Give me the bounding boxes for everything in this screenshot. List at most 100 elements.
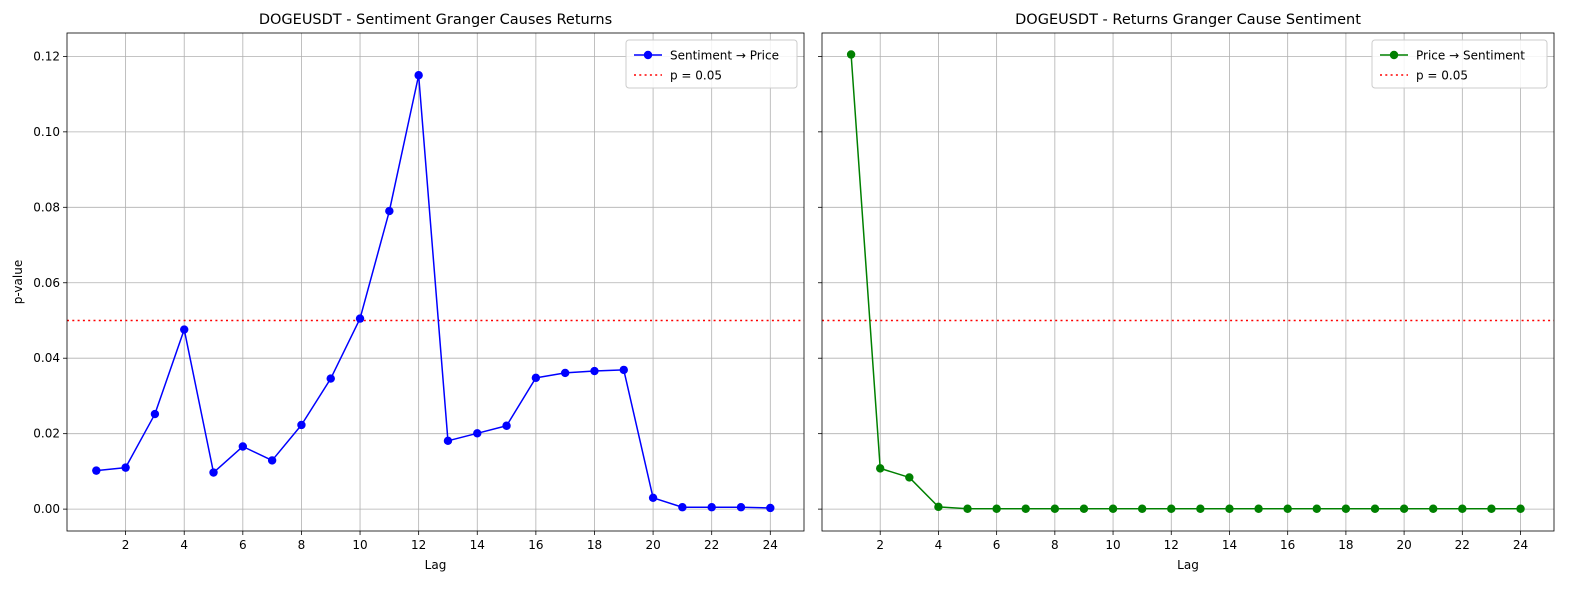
data-point (473, 429, 482, 438)
data-point (531, 373, 541, 383)
data-point (619, 365, 628, 375)
data-point (1137, 504, 1147, 513)
series-line (850, 54, 1521, 510)
legend-marker-swatch (1389, 50, 1399, 60)
data-point (678, 503, 687, 512)
x-tick-label: 6 (239, 538, 247, 552)
data-point (648, 493, 658, 502)
data-point (209, 468, 218, 477)
x-tick-label: 6 (993, 538, 1001, 552)
y-tick-label: 0.08 (33, 200, 60, 214)
x-tick-label: 10 (1105, 538, 1120, 552)
legend: Price → Sentiment p = 0.05 (1371, 39, 1548, 89)
data-point (443, 436, 453, 446)
data-point (180, 325, 189, 334)
legend-frame (625, 39, 798, 89)
chart-title: DOGEUSDT - Returns Granger Cause Sentime… (1015, 12, 1361, 28)
legend-frame (1371, 39, 1548, 89)
data-point (1225, 504, 1234, 513)
legend: Sentiment → Price p = 0.05 (625, 39, 798, 89)
data-point (92, 466, 101, 475)
data-point (1370, 504, 1380, 513)
data-point (992, 504, 1001, 513)
data-point (121, 463, 130, 472)
x-tick-label: 10 (352, 538, 367, 552)
chart-panel-1: 2 4 6 8 10 12 14 16 18 20 22 240.000.020.040.060.08… (11, 12, 805, 572)
x-tick-label: 14 (470, 538, 485, 552)
data-point (326, 374, 335, 383)
x-tick-label: 14 (1222, 538, 1237, 552)
y-tick-label: 0.10 (33, 125, 60, 139)
data-point (766, 503, 775, 513)
data-point (1108, 504, 1118, 513)
x-tick-label: 8 (1051, 538, 1059, 552)
x-tick-label: 20 (645, 538, 660, 552)
x-tick-label: 22 (704, 538, 719, 552)
data-point (1312, 504, 1321, 513)
data-point (876, 464, 885, 473)
data-point (297, 420, 306, 430)
x-tick-label: 24 (763, 538, 778, 552)
data-point (1429, 504, 1438, 513)
x-tick-label: 4 (935, 538, 943, 552)
data-point (1487, 504, 1496, 513)
data-point (905, 473, 914, 482)
data-point (1341, 504, 1351, 513)
data-point (1021, 504, 1030, 513)
legend-marker-swatch (643, 50, 653, 60)
x-tick-label: 12 (1164, 538, 1179, 552)
x-tick-label: 16 (1280, 538, 1295, 552)
data-point (267, 456, 277, 465)
x-tick-label: 18 (587, 538, 602, 552)
data-point (1196, 504, 1205, 513)
x-tick-label: 24 (1513, 538, 1528, 552)
x-axis-label: Lag (1177, 558, 1199, 572)
x-axis-label: Lag (425, 558, 447, 572)
data-point (1283, 504, 1292, 513)
x-tick-label: 2 (122, 538, 130, 552)
legend-label: p = 0.05 (670, 69, 722, 83)
y-tick-label: 0.06 (33, 276, 60, 290)
series-line (96, 74, 771, 509)
data-point (560, 368, 570, 378)
data-point (1458, 504, 1467, 513)
y-tick-label: 0.00 (33, 502, 60, 516)
data-point (963, 504, 972, 513)
data-point (1079, 504, 1089, 513)
data-point (1516, 504, 1525, 513)
chart-title: DOGEUSDT - Sentiment Granger Causes Retu… (259, 12, 612, 28)
x-tick-label: 20 (1396, 538, 1411, 552)
y-tick-label: 0.12 (33, 49, 60, 63)
x-tick-label: 12 (411, 538, 426, 552)
x-tick-label: 4 (180, 538, 188, 552)
data-point (385, 206, 394, 216)
data-point (502, 421, 511, 430)
x-tick-label: 8 (298, 538, 306, 552)
data-point (414, 71, 423, 80)
data-point (150, 409, 160, 419)
x-tick-label: 2 (876, 538, 884, 552)
data-point (590, 366, 599, 376)
y-tick-label: 0.02 (33, 427, 60, 441)
data-point (238, 442, 248, 451)
x-tick-label: 16 (528, 538, 543, 552)
data-point (736, 503, 746, 512)
legend-label: Sentiment → Price (670, 49, 779, 63)
x-tick-label: 22 (1455, 538, 1470, 552)
axes-frame (66, 32, 805, 532)
data-point (707, 503, 716, 512)
x-tick-label: 18 (1338, 538, 1353, 552)
data-point (934, 502, 943, 512)
data-point (1167, 504, 1176, 513)
data-point (1254, 504, 1263, 513)
legend-label: Price → Sentiment (1416, 49, 1525, 63)
data-point (355, 314, 365, 323)
data-point (1050, 504, 1060, 513)
y-axis-label: p-value (11, 260, 25, 304)
data-point (1399, 504, 1409, 513)
y-tick-label: 0.04 (33, 351, 60, 365)
legend-label: p = 0.05 (1416, 69, 1468, 83)
axes-frame (821, 32, 1555, 532)
